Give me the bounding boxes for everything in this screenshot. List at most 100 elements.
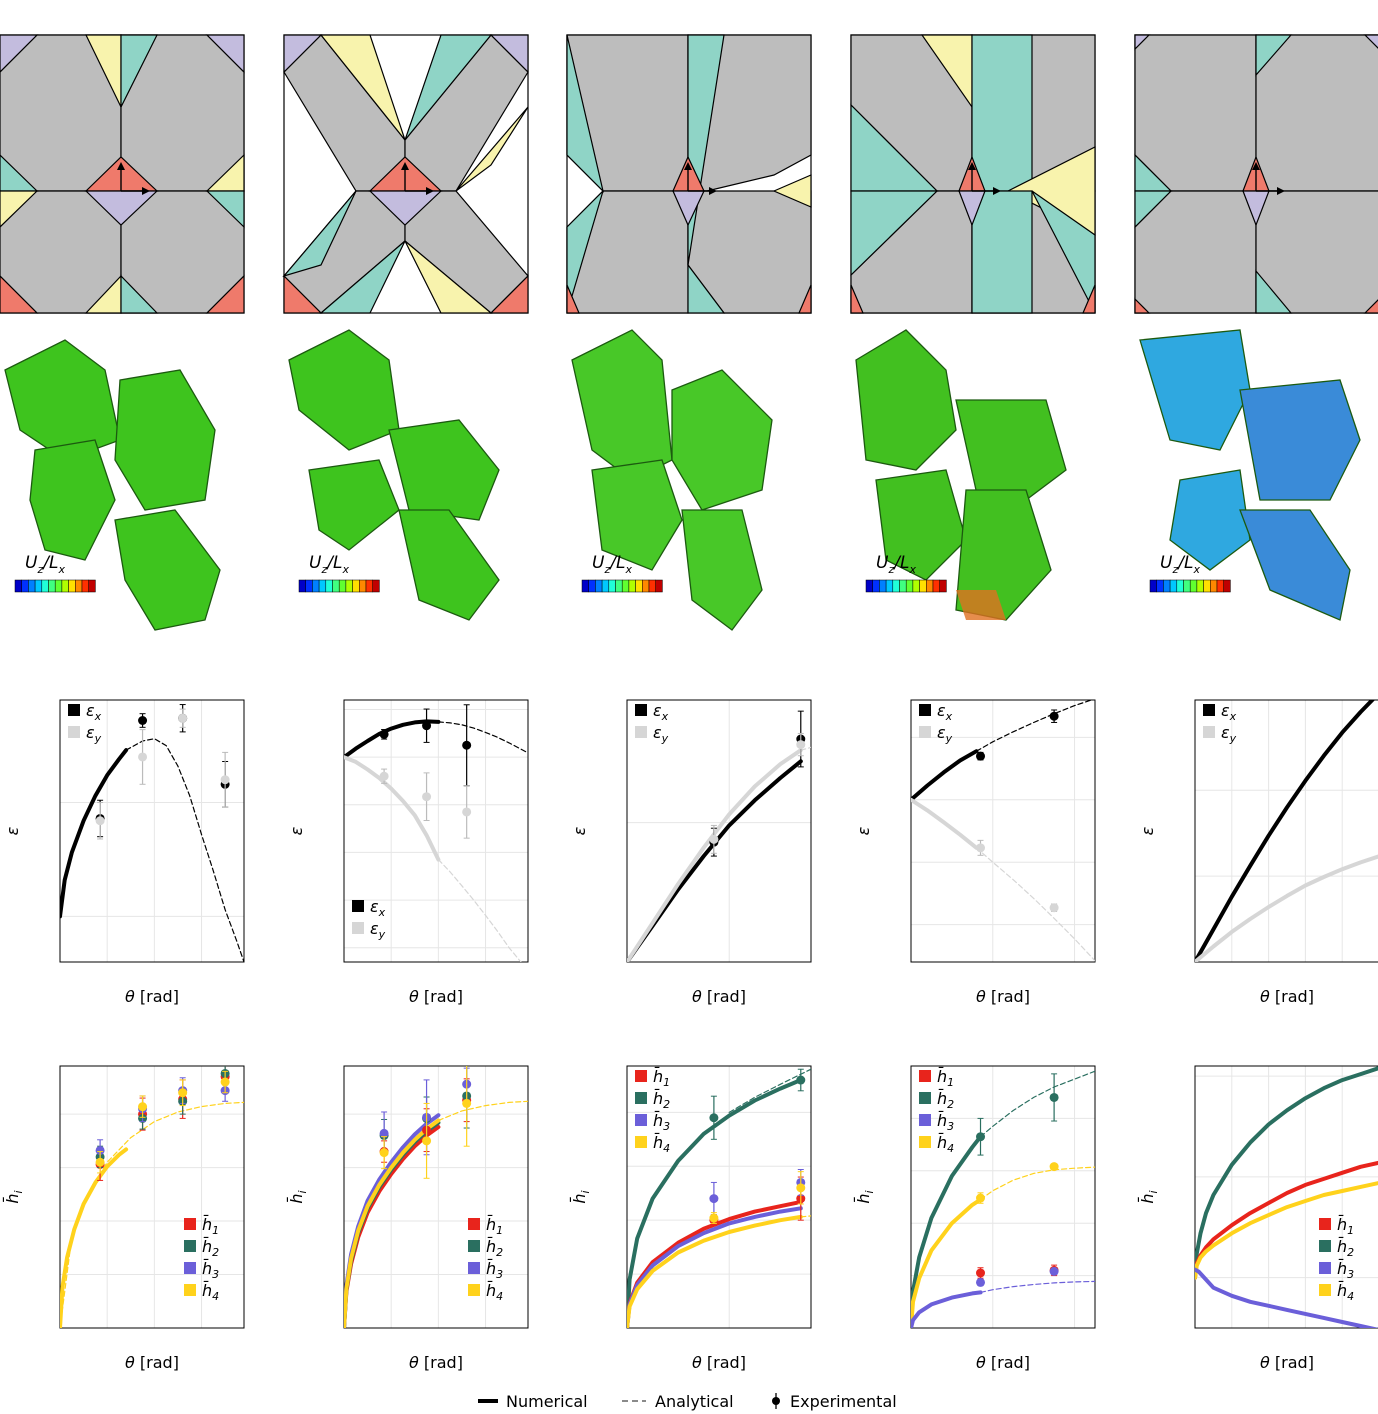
data-point bbox=[709, 1113, 719, 1123]
pattern-facet bbox=[205, 190, 245, 229]
colorbar-segment bbox=[54, 579, 63, 593]
pattern-facet bbox=[455, 106, 529, 192]
colorbar-segment bbox=[581, 579, 589, 593]
legend-label: h̄3 bbox=[937, 1111, 954, 1133]
series-line bbox=[911, 749, 979, 802]
y-axis-arrowhead bbox=[117, 162, 125, 170]
legend-swatch bbox=[468, 1284, 480, 1296]
series-line bbox=[911, 1290, 983, 1328]
x-axis-arrowhead bbox=[709, 187, 717, 195]
colorbar-segment bbox=[1183, 579, 1191, 593]
legend-swatch bbox=[184, 1262, 196, 1274]
colorbar-segment bbox=[359, 579, 367, 593]
colorbar-segment bbox=[1149, 579, 1157, 593]
colorbar-segment bbox=[1156, 579, 1164, 593]
colorbar-segment bbox=[332, 579, 340, 593]
pattern-facet bbox=[1255, 269, 1293, 314]
pattern-facet bbox=[319, 240, 406, 314]
y-axis-title: ε bbox=[1138, 826, 1157, 835]
pattern-facet bbox=[120, 34, 158, 108]
colorbar-segment bbox=[879, 579, 887, 593]
pattern-facet bbox=[1134, 297, 1151, 314]
colorbar-segment bbox=[932, 579, 940, 593]
colorbar-segment bbox=[48, 579, 56, 593]
deformed-panel bbox=[4, 339, 121, 461]
series-line bbox=[627, 1078, 803, 1328]
deformed-panel bbox=[29, 439, 116, 561]
series-line bbox=[1195, 1181, 1378, 1280]
legend-swatch bbox=[1319, 1240, 1331, 1252]
colorbar-segment bbox=[892, 579, 900, 593]
pattern-facet bbox=[1255, 34, 1293, 77]
x-axis-arrowhead bbox=[426, 187, 434, 195]
deformed-panel bbox=[398, 509, 500, 621]
legend-label: h̄1 bbox=[653, 1067, 670, 1089]
data-point bbox=[1049, 711, 1059, 721]
y-axis-title: h̄i bbox=[287, 1190, 309, 1203]
legend-swatch bbox=[1319, 1284, 1331, 1296]
colorbar-label: Uz/Lx bbox=[25, 553, 65, 576]
pattern-facet bbox=[489, 274, 529, 314]
displacement-maps-row: Uz/Lx Uz/Lx Uz/Lx Uz/Lx Uz/Lx bbox=[4, 329, 1361, 631]
deformed-shape-e bbox=[1139, 329, 1361, 621]
plot-area bbox=[60, 704, 244, 962]
crease-pattern-e bbox=[1134, 34, 1378, 314]
legend-label: εx bbox=[653, 701, 669, 723]
legend-swatch bbox=[184, 1284, 196, 1296]
pattern-facet bbox=[283, 34, 323, 74]
plot-area bbox=[60, 1066, 244, 1328]
colorbar-segment bbox=[905, 579, 914, 593]
colorbar-segment bbox=[608, 579, 616, 593]
colorbar-segment bbox=[352, 579, 360, 593]
colorbar-segment bbox=[919, 579, 927, 593]
data-point bbox=[138, 1102, 148, 1112]
series-line bbox=[1195, 700, 1376, 962]
legend-swatch bbox=[919, 1136, 931, 1148]
deformed-panel bbox=[875, 469, 967, 581]
colorbar-segment bbox=[621, 579, 630, 593]
chart-legend: h̄1h̄2h̄3h̄4 bbox=[468, 1215, 503, 1303]
series-line bbox=[627, 748, 803, 962]
series-line bbox=[979, 1280, 1095, 1294]
y-axis-title: ε bbox=[570, 826, 589, 835]
pattern-facet bbox=[971, 190, 1033, 314]
deformed-panel bbox=[1239, 379, 1361, 501]
legend-label: h̄1 bbox=[937, 1067, 954, 1089]
colorbar-segment bbox=[912, 579, 920, 593]
series-line bbox=[1195, 1267, 1378, 1328]
data-point bbox=[976, 1268, 986, 1278]
data-point bbox=[1049, 1162, 1059, 1172]
legend-label: εy bbox=[370, 919, 386, 941]
legend-swatch bbox=[68, 726, 80, 738]
plot-area bbox=[344, 1066, 528, 1328]
y-axis-title: h̄i bbox=[854, 1190, 876, 1203]
legend-swatch bbox=[184, 1240, 196, 1252]
series-line bbox=[437, 1100, 528, 1122]
data-point bbox=[976, 1277, 986, 1287]
pattern-facet bbox=[566, 34, 605, 193]
colorbar-segment bbox=[595, 579, 603, 593]
colorbar-segment bbox=[1210, 579, 1218, 593]
x-axis-title: θ [rad] bbox=[976, 1353, 1030, 1372]
pattern-facet bbox=[120, 274, 159, 314]
colorbar-segment bbox=[588, 579, 596, 593]
series-line bbox=[437, 858, 522, 962]
colorbar-segment bbox=[318, 579, 327, 593]
legend-swatch bbox=[635, 704, 647, 716]
colorbar: Uz/Lx bbox=[14, 553, 96, 593]
deformed-panel bbox=[114, 509, 221, 631]
colorbar-segment bbox=[655, 579, 663, 593]
pattern-facet bbox=[282, 190, 357, 278]
pattern-facet bbox=[404, 34, 493, 141]
series-line bbox=[979, 1166, 1095, 1201]
high-displacement-region bbox=[956, 590, 1006, 620]
legend-label: h̄1 bbox=[486, 1215, 503, 1237]
data-point bbox=[709, 1194, 719, 1204]
legend-label: h̄2 bbox=[202, 1237, 219, 1259]
legend-swatch bbox=[635, 1092, 647, 1104]
